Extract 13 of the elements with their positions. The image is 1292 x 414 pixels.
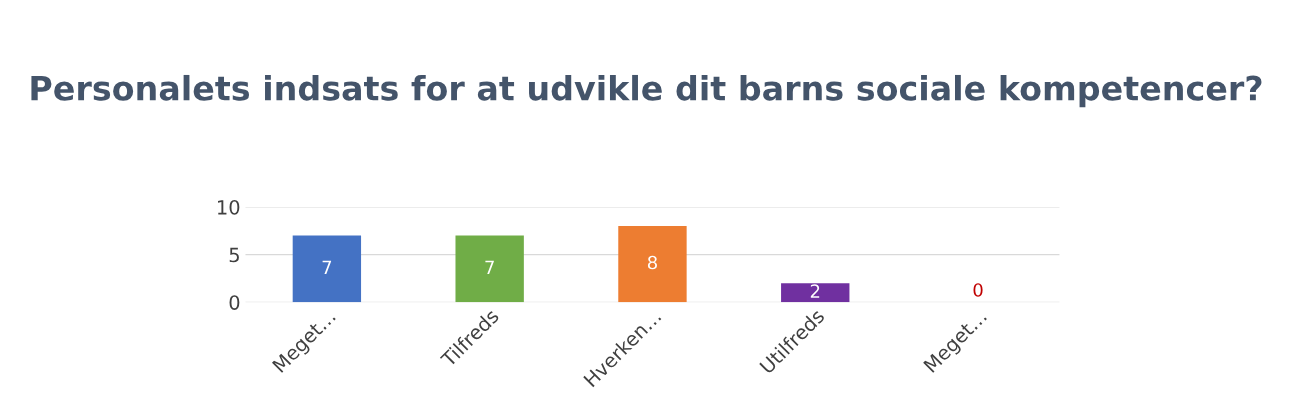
bar [781,283,850,303]
bar [618,226,687,303]
y-tick-label: 10 [218,199,240,215]
data-label: 2 [810,284,820,298]
chart-title: Personalets indsats for at udvikle dit barns sociale kompetencer? [31,74,1262,108]
data-label: 0 [973,283,983,297]
bar [455,235,524,303]
data-label: 7 [322,260,332,274]
data-label: 8 [647,255,657,270]
y-tick-label: 0 [229,295,240,310]
y-tick-label: 5 [229,247,239,263]
bar [292,235,362,303]
data-label: 7 [485,260,494,274]
